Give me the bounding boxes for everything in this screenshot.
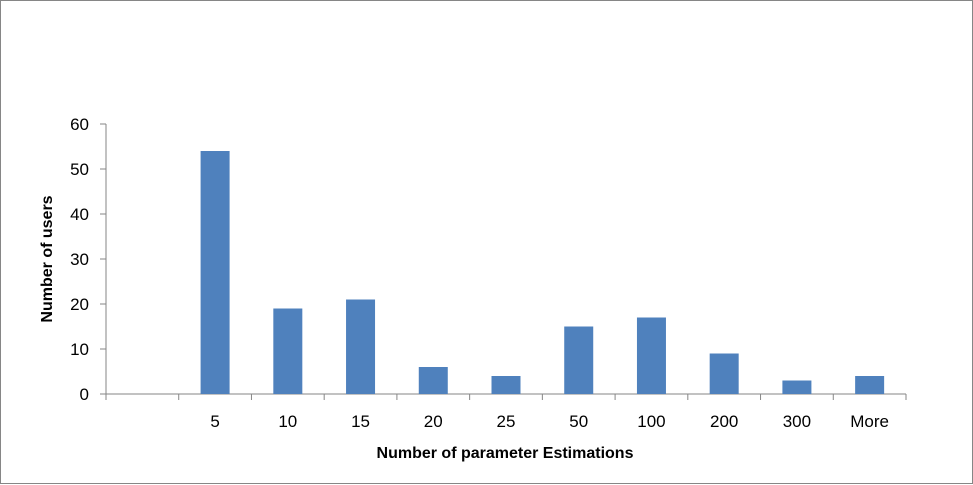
- bar: [200, 151, 230, 394]
- x-axis-title: Number of parameter Estimations: [377, 445, 634, 462]
- bar: [418, 367, 448, 394]
- y-tick-label: 0: [80, 385, 89, 404]
- bar: [491, 376, 521, 394]
- bar: [782, 380, 812, 394]
- x-axis: 5 10 15 20 25 50 100 200 300 More: [105, 393, 907, 431]
- x-tick-label: 15: [351, 412, 370, 431]
- x-tick-label: 300: [783, 412, 811, 431]
- x-tick-label: 200: [710, 412, 738, 431]
- bar-series: [200, 151, 885, 394]
- y-tick-label: 10: [70, 340, 89, 359]
- y-tick-label: 20: [70, 295, 89, 314]
- x-tick-label: 50: [569, 412, 588, 431]
- y-tick-label: 60: [70, 115, 89, 134]
- y-tick-label: 30: [70, 250, 89, 269]
- y-tick-label: 40: [70, 205, 89, 224]
- x-tick-label: 100: [637, 412, 665, 431]
- bar: [636, 317, 666, 394]
- bar: [855, 376, 885, 394]
- x-tick-label: 20: [424, 412, 443, 431]
- y-tick-label: 50: [70, 160, 89, 179]
- x-tick-label: 5: [210, 412, 219, 431]
- bar: [273, 308, 303, 394]
- x-tick-label: More: [850, 412, 889, 431]
- bar: [564, 326, 594, 394]
- y-axis-title: Number of users: [39, 195, 56, 322]
- x-tick-label: 10: [278, 412, 297, 431]
- bar: [346, 299, 376, 394]
- x-tick-label: 25: [497, 412, 516, 431]
- bar: [709, 353, 739, 394]
- y-axis: 0 10 20 30 40 50 60: [70, 115, 107, 404]
